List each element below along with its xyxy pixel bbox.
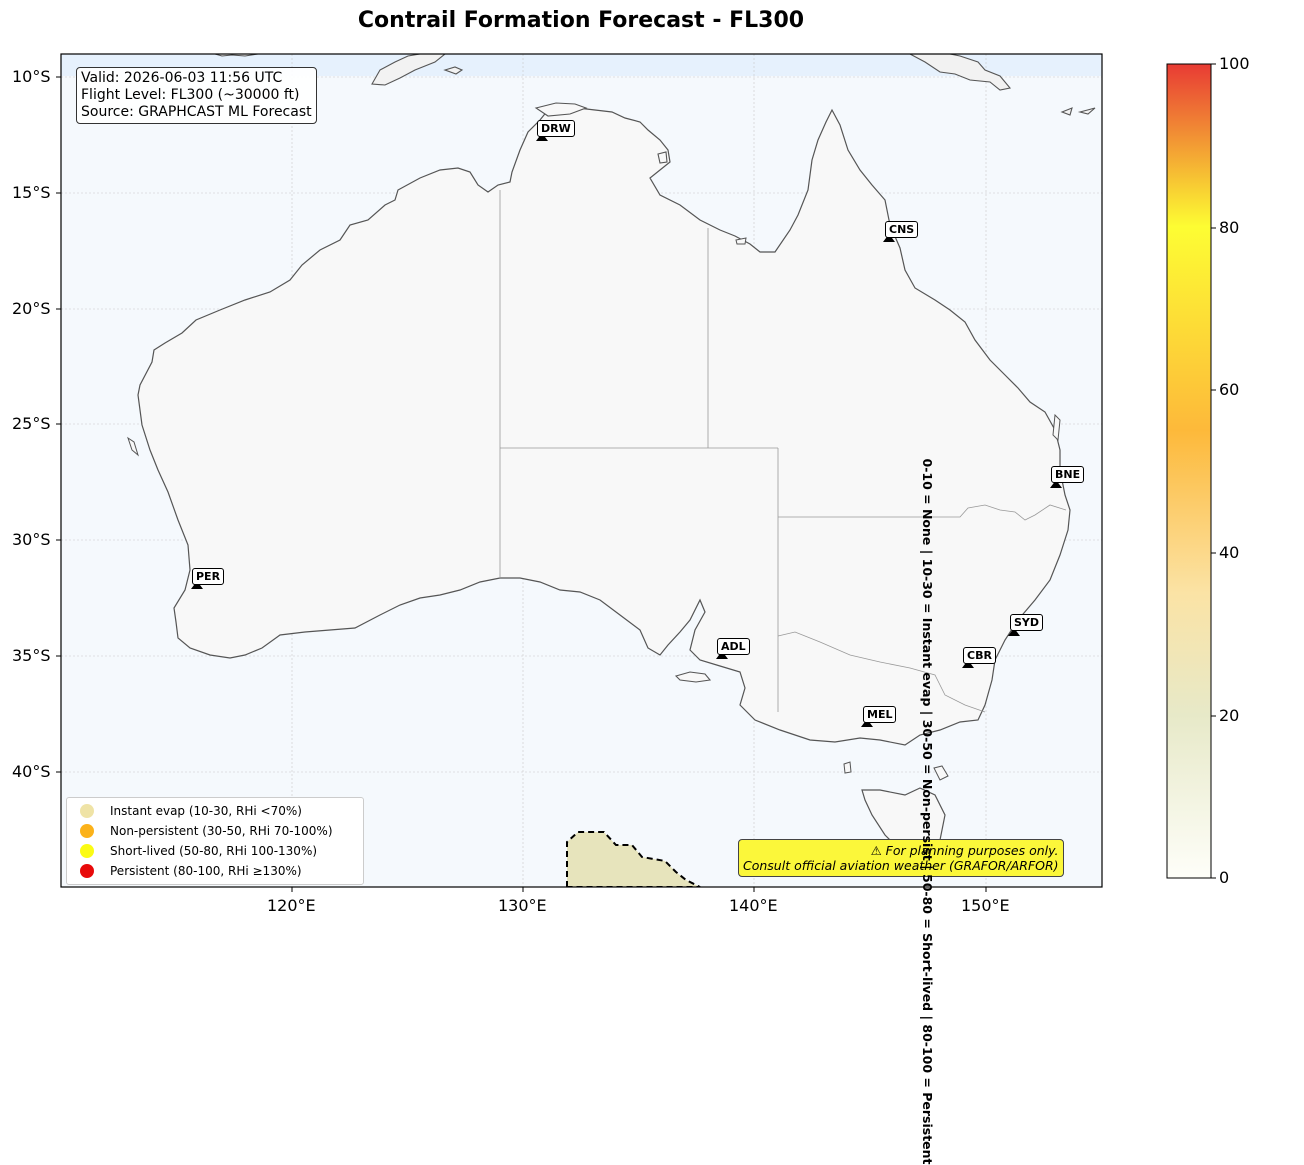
map-frame <box>60 53 1103 888</box>
mornington-island <box>735 237 747 245</box>
legend-item-short-lived: Short-lived (50-80, RHi 100-130%) <box>67 841 363 861</box>
lat-tick-20s: 20°S <box>12 299 51 318</box>
colorbar-tick-40: 40 <box>1219 543 1240 562</box>
axis-ticks <box>56 76 987 892</box>
lat-tick-40s: 40°S <box>12 762 51 781</box>
legend-item-persistent: Persistent (80-100, RHi ≥130%) <box>67 861 363 881</box>
city-label-syd[interactable]: SYD <box>1010 614 1044 631</box>
lat-tick-25s: 25°S <box>12 414 51 433</box>
city-label-per[interactable]: PER <box>192 568 225 585</box>
legend-label: Short-lived (50-80, RHi 100-130%) <box>110 844 318 858</box>
shark-bay-island <box>127 436 139 457</box>
disclaimer-line-1: ⚠ For planning purposes only. <box>870 843 1059 858</box>
legend-dot-icon <box>80 824 94 838</box>
contrail-region <box>566 831 701 887</box>
island-north-3 <box>443 66 464 75</box>
city-label-cbr[interactable]: CBR <box>963 647 996 664</box>
forecast-info-box: Valid: 2026-06-03 11:56 UTC Flight Level… <box>76 67 317 124</box>
colorbar-category-label: 0-10 = None | 10-30 = Instant evap | 30-… <box>919 458 935 1165</box>
data-source: Source: GRAPHCAST ML Forecast <box>81 104 312 120</box>
city-marker-cbr <box>962 660 974 668</box>
city-label-bne[interactable]: BNE <box>1051 466 1085 483</box>
city-marker-drw <box>536 133 548 141</box>
legend-label: Instant evap (10-30, RHi <70%) <box>110 804 302 818</box>
fraser-island <box>1052 413 1061 442</box>
disclaimer-box: ⚠ For planning purposes only. Consult of… <box>738 839 1064 877</box>
legend-dot-icon <box>80 864 94 878</box>
legend-label: Persistent (80-100, RHi ≥130%) <box>110 864 302 878</box>
colorbar <box>1166 63 1212 879</box>
city-label-adl[interactable]: ADL <box>717 638 750 655</box>
flinders-island <box>933 765 949 781</box>
colorbar-tick-80: 80 <box>1219 218 1240 237</box>
legend-dot-icon <box>80 844 94 858</box>
city-marker-per <box>191 581 203 589</box>
colorbar-tick-100: 100 <box>1219 54 1250 73</box>
lat-tick-30s: 30°S <box>12 530 51 549</box>
city-marker-syd <box>1008 628 1020 636</box>
lon-tick-140e: 140°E <box>729 896 778 915</box>
disclaimer-line-2: Consult official aviation weather (GRAFO… <box>743 858 1059 873</box>
state-borders <box>499 190 1067 713</box>
city-label-mel[interactable]: MEL <box>863 706 897 723</box>
valid-time: Valid: 2026-06-03 11:56 UTC <box>81 70 283 86</box>
legend-item-non-persistent: Non-persistent (30-50, RHi 70-100%) <box>67 821 363 841</box>
city-marker-bne <box>1050 480 1062 488</box>
city-marker-mel <box>861 719 873 727</box>
city-label-drw[interactable]: DRW <box>537 120 575 137</box>
legend: Instant evap (10-30, RHi <70%) Non-persi… <box>66 797 364 885</box>
lat-tick-35s: 35°S <box>12 646 51 665</box>
island-north-6 <box>1077 107 1096 115</box>
city-label-cns[interactable]: CNS <box>885 221 919 238</box>
ocean-top-band <box>61 54 1102 76</box>
flight-level: Flight Level: FL300 (~30000 ft) <box>81 87 300 103</box>
kangaroo-island <box>674 671 712 683</box>
colorbar-tick-60: 60 <box>1219 380 1240 399</box>
lat-tick-10s: 10°S <box>12 67 51 86</box>
australia-mainland <box>137 104 1071 746</box>
lon-tick-130e: 130°E <box>498 896 547 915</box>
city-marker-cns <box>883 234 895 242</box>
city-markers <box>191 133 1062 727</box>
groote-eylandt <box>657 151 668 164</box>
map-canvas[interactable] <box>0 0 1304 926</box>
city-marker-adl <box>716 651 728 659</box>
legend-label: Non-persistent (30-50, RHi 70-100%) <box>110 824 333 838</box>
lon-tick-120e: 120°E <box>267 896 316 915</box>
colorbar-ticks <box>1211 63 1216 879</box>
island-north-5 <box>1060 107 1073 116</box>
lon-tick-150e: 150°E <box>961 896 1010 915</box>
colorbar-tick-20: 20 <box>1219 706 1240 725</box>
colorbar-tick-0: 0 <box>1219 868 1230 887</box>
island-north-2 <box>371 54 446 86</box>
lat-tick-15s: 15°S <box>12 183 51 202</box>
chart-title: Contrail Formation Forecast - FL300 <box>357 8 805 33</box>
legend-item-instant-evap: Instant evap (10-30, RHi <70%) <box>67 801 363 821</box>
king-island <box>843 761 852 774</box>
island-north-4 <box>909 54 1012 91</box>
melville-island <box>534 102 588 117</box>
legend-dot-icon <box>80 804 94 818</box>
